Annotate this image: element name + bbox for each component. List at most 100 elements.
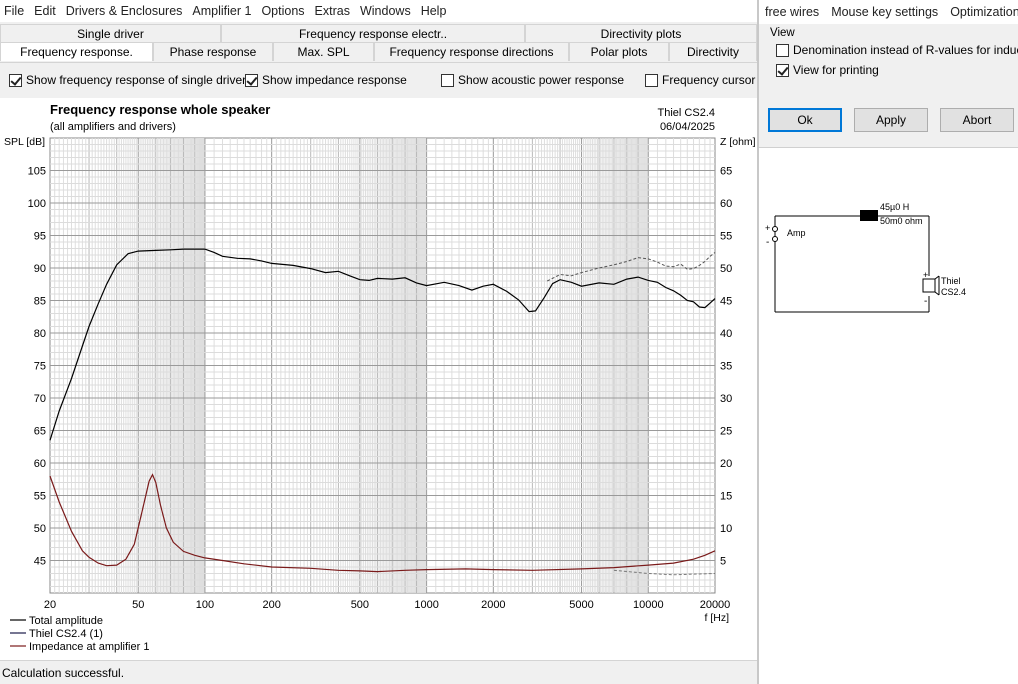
menu-file[interactable]: File: [4, 4, 25, 18]
ok-button[interactable]: Ok: [768, 108, 842, 132]
frequency-response-chart[interactable]: Frequency response whole speaker (all amp…: [0, 98, 757, 660]
menu-edit[interactable]: Edit: [34, 4, 56, 18]
x-tick-label: 20000: [700, 599, 731, 611]
y-left-tick-label: 80: [34, 328, 46, 340]
x-tick-label: 50: [132, 599, 144, 611]
tab-polar-plots[interactable]: Polar plots: [569, 42, 669, 61]
menu-free-wires[interactable]: free wires: [765, 5, 820, 19]
x-tick-label: 10000: [633, 599, 664, 611]
series-line: [49, 473, 716, 573]
status-bar: Calculation successful.: [0, 660, 757, 684]
amp-terminal-plus[interactable]: [772, 226, 778, 232]
x-tick-label: 200: [262, 599, 280, 611]
menu-optimization[interactable]: Optimization: [950, 5, 1018, 19]
y-right-tick-label: 5: [720, 556, 726, 568]
y-right-tick-label: 35: [720, 361, 732, 373]
tab-row-upper: Single driver Frequency response electr.…: [0, 24, 757, 43]
driver-symbol[interactable]: [922, 278, 936, 293]
view-settings: View Denomination instead of R-values fo…: [759, 24, 1018, 148]
menu-amplifier-1[interactable]: Amplifier 1: [192, 4, 252, 18]
driver-minus-label: -: [924, 296, 927, 307]
series-line: [49, 248, 716, 441]
view-for-printing-checkbox[interactable]: View for printing: [776, 63, 879, 77]
show-impedance-checkbox[interactable]: Show impedance response: [245, 73, 407, 87]
y-left-tick-label: 105: [28, 166, 46, 178]
y-left-tick-label: 50: [34, 523, 46, 535]
series-line: [613, 569, 716, 576]
menu-drivers-enclosures[interactable]: Drivers & Enclosures: [65, 4, 183, 18]
driver-cone-top: [934, 275, 940, 280]
driver-name-label: Thiel: [941, 276, 961, 286]
y-left-tick-label: 75: [34, 361, 46, 373]
crossover-schematic[interactable]: + - Amp 45µ0 H 50m0 ohm + - Thiel CS2.4: [759, 148, 1018, 348]
x-tick-label: 2000: [481, 599, 505, 611]
checkbox-label: Denomination instead of R-values for ind…: [793, 43, 1018, 57]
checkbox-box[interactable]: [776, 43, 789, 57]
checkbox-box[interactable]: [441, 73, 454, 87]
plot-area[interactable]: Frequency response whole speaker (all amp…: [0, 98, 757, 660]
y-right-tick-label: 40: [720, 328, 732, 340]
abort-button[interactable]: Abort: [940, 108, 1014, 132]
driver-cone-bottom: [934, 291, 940, 296]
tab-directivity-plots[interactable]: Directivity plots: [525, 24, 757, 43]
denomination-checkbox[interactable]: Denomination instead of R-values for ind…: [776, 43, 1018, 57]
x-tick-label: 500: [351, 599, 369, 611]
menu-bar: File Edit Drivers & Enclosures Amplifier…: [0, 0, 757, 22]
amp-minus-label: -: [766, 237, 769, 248]
checkbox-label: View for printing: [793, 63, 879, 77]
x-axis-label: f [Hz]: [704, 612, 729, 624]
inductor-value-label: 45µ0 H: [880, 202, 909, 212]
legend-entry: Thiel CS2.4 (1): [29, 628, 103, 640]
driver-plus-label: +: [923, 270, 928, 280]
show-single-driver-checkbox[interactable]: Show frequency response of single driver: [9, 73, 246, 87]
tab-frequency-response[interactable]: Frequency response.: [0, 42, 153, 61]
legend-entry: Total amplitude: [29, 615, 103, 627]
series-line: [546, 252, 716, 282]
amp-terminal-minus[interactable]: [772, 236, 778, 242]
menu-mouse-key-settings[interactable]: Mouse key settings: [831, 5, 939, 19]
show-acoustic-power-checkbox[interactable]: Show acoustic power response: [441, 73, 624, 87]
y-left-tick-label: 45: [34, 556, 46, 568]
panel-menu-bar: free wires Mouse key settings Optimizati…: [759, 0, 1018, 24]
y-left-tick-label: 70: [34, 393, 46, 405]
amp-label: Amp: [787, 228, 806, 238]
y-right-tick-label: 30: [720, 393, 732, 405]
tab-single-driver[interactable]: Single driver: [0, 24, 221, 43]
apply-button[interactable]: Apply: [854, 108, 928, 132]
checkbox-label: Frequency cursor: [662, 73, 756, 87]
chart-title: Frequency response whole speaker: [50, 102, 270, 117]
status-text: Calculation successful.: [2, 666, 125, 680]
y-right-tick-label: 45: [720, 296, 732, 308]
x-tick-label: 5000: [569, 599, 593, 611]
y-left-tick-label: 90: [34, 263, 46, 275]
menu-help[interactable]: Help: [420, 4, 447, 18]
y-right-tick-label: 10: [720, 523, 732, 535]
y-right-tick-label: 55: [720, 231, 732, 243]
menu-options[interactable]: Options: [261, 4, 305, 18]
checkbox-box[interactable]: [776, 63, 789, 77]
tab-frequency-response-directions[interactable]: Frequency response directions: [374, 42, 569, 61]
crossover-panel: free wires Mouse key settings Optimizati…: [757, 0, 1018, 684]
chart-subtitle: (all amplifiers and drivers): [50, 121, 176, 133]
frequency-cursor-checkbox[interactable]: Frequency cursor: [645, 73, 755, 87]
chart-date: 06/04/2025: [660, 121, 715, 133]
x-tick-label: 1000: [414, 599, 438, 611]
tab-max-spl[interactable]: Max. SPL: [273, 42, 374, 61]
checkbox-box[interactable]: [645, 73, 658, 87]
amp-plus-label: +: [765, 223, 770, 233]
y-axis-right-label: Z [ohm]: [720, 136, 756, 148]
chart-speaker-name: Thiel CS2.4: [658, 107, 715, 119]
y-right-tick-label: 15: [720, 491, 732, 503]
menu-windows[interactable]: Windows: [359, 4, 411, 18]
checkbox-box[interactable]: [9, 73, 22, 87]
y-left-tick-label: 85: [34, 296, 46, 308]
checkbox-label: Show acoustic power response: [458, 73, 625, 87]
tab-frequency-response-electrical[interactable]: Frequency response electr..: [221, 24, 525, 43]
menu-extras[interactable]: Extras: [314, 4, 350, 18]
tab-directivity[interactable]: Directivity: [669, 42, 757, 61]
inductor-symbol[interactable]: [860, 210, 878, 221]
main-window: File Edit Drivers & Enclosures Amplifier…: [0, 0, 757, 684]
tab-phase-response[interactable]: Phase response: [153, 42, 273, 61]
checkbox-box[interactable]: [245, 73, 258, 87]
